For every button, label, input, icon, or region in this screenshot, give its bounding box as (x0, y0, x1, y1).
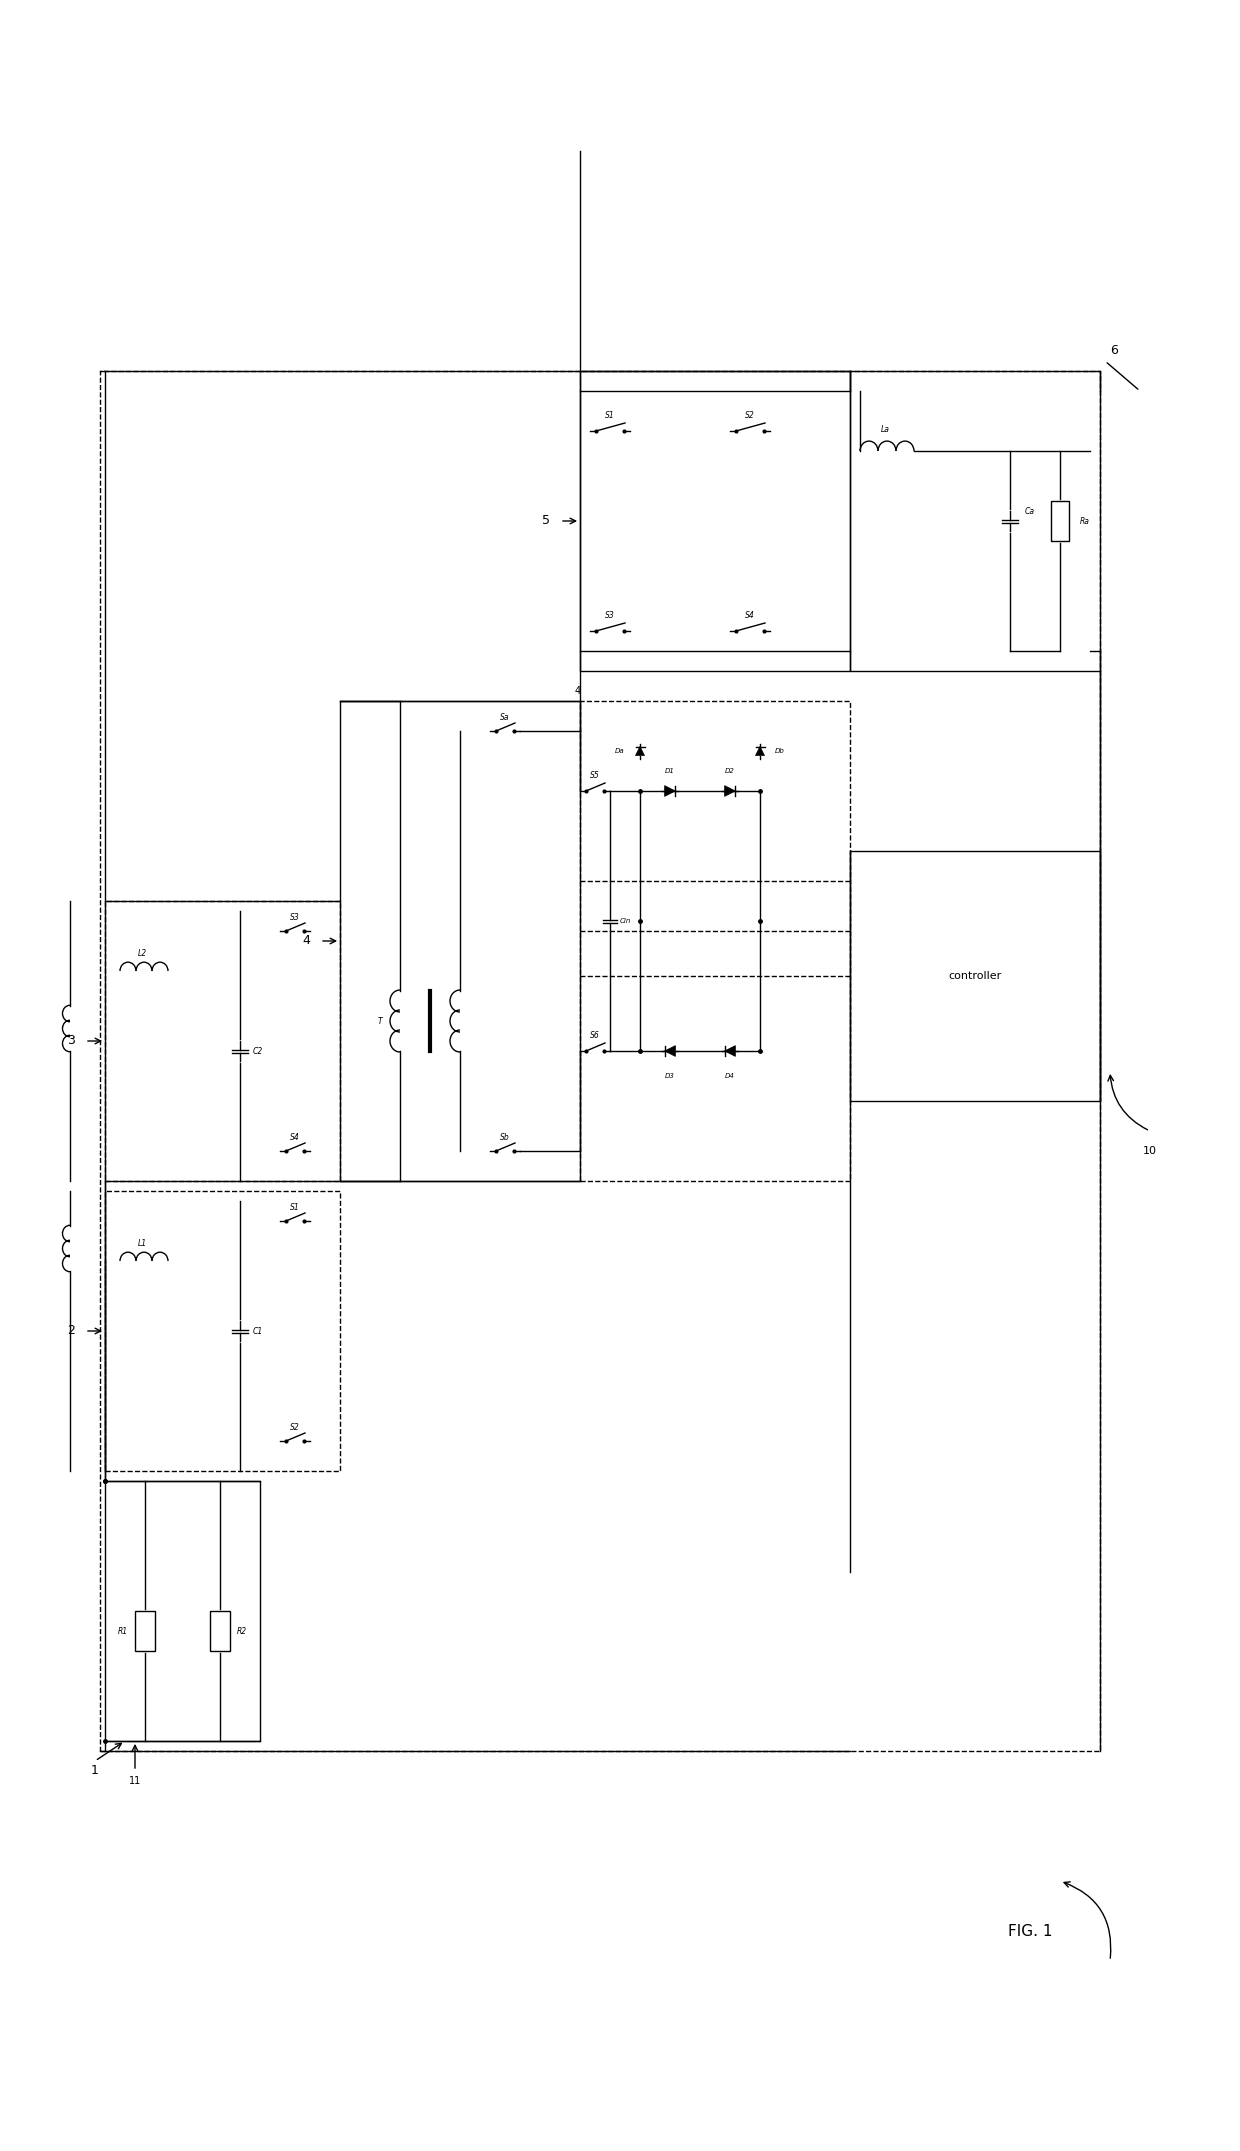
Text: S4: S4 (745, 611, 755, 619)
Polygon shape (665, 785, 676, 796)
Bar (849, 852, 1100, 1101)
Text: S5: S5 (590, 772, 600, 781)
Text: FIG. 1: FIG. 1 (1008, 1923, 1053, 1938)
Text: 2: 2 (67, 1325, 74, 1338)
Bar (105, 1192, 340, 1471)
Bar (135, 1611, 155, 1652)
Text: T: T (378, 1017, 382, 1026)
Text: D2: D2 (725, 768, 735, 774)
Text: S3: S3 (605, 611, 615, 619)
Text: L2: L2 (138, 949, 146, 957)
Text: L1: L1 (138, 1239, 146, 1248)
Text: 10: 10 (1143, 1146, 1157, 1155)
Text: 5: 5 (542, 514, 551, 527)
Bar (849, 370, 1100, 671)
Polygon shape (665, 1045, 676, 1056)
Text: C2: C2 (253, 1048, 263, 1056)
Text: S4: S4 (290, 1134, 300, 1142)
Text: D4: D4 (725, 1073, 735, 1080)
Text: 1: 1 (91, 1764, 99, 1777)
Text: S3: S3 (290, 914, 300, 923)
Bar (1052, 501, 1069, 542)
Text: 3: 3 (67, 1035, 74, 1048)
Bar (580, 701, 849, 1181)
Text: 11: 11 (129, 1777, 141, 1785)
Polygon shape (724, 1045, 735, 1056)
Bar (580, 370, 849, 671)
Bar (105, 901, 340, 1181)
Text: Sb: Sb (500, 1134, 510, 1142)
Text: R1: R1 (118, 1626, 128, 1635)
Polygon shape (724, 785, 735, 796)
Text: La: La (880, 424, 889, 435)
Text: Ra: Ra (1080, 516, 1090, 525)
Polygon shape (755, 746, 765, 755)
Text: 4: 4 (575, 686, 582, 697)
Text: D1: D1 (665, 768, 675, 774)
Text: S2: S2 (290, 1424, 300, 1433)
Text: Ca: Ca (1025, 505, 1035, 516)
Polygon shape (635, 746, 645, 755)
Text: C1: C1 (253, 1327, 263, 1336)
Bar (340, 701, 580, 1181)
Bar (210, 1611, 229, 1652)
Text: 4: 4 (303, 934, 310, 946)
Text: S6: S6 (590, 1032, 600, 1041)
Text: Cin: Cin (619, 918, 631, 925)
Text: Da: Da (615, 749, 625, 755)
Bar (105, 1482, 260, 1740)
Text: R2: R2 (237, 1626, 247, 1635)
Text: 6: 6 (1110, 344, 1118, 357)
Text: D3: D3 (665, 1073, 675, 1080)
Text: Sa: Sa (500, 714, 510, 723)
Bar (100, 370, 1100, 1751)
Text: S1: S1 (605, 411, 615, 419)
Text: controller: controller (949, 970, 1002, 981)
Text: S2: S2 (745, 411, 755, 419)
Text: S1: S1 (290, 1205, 300, 1213)
Text: Db: Db (775, 749, 785, 755)
